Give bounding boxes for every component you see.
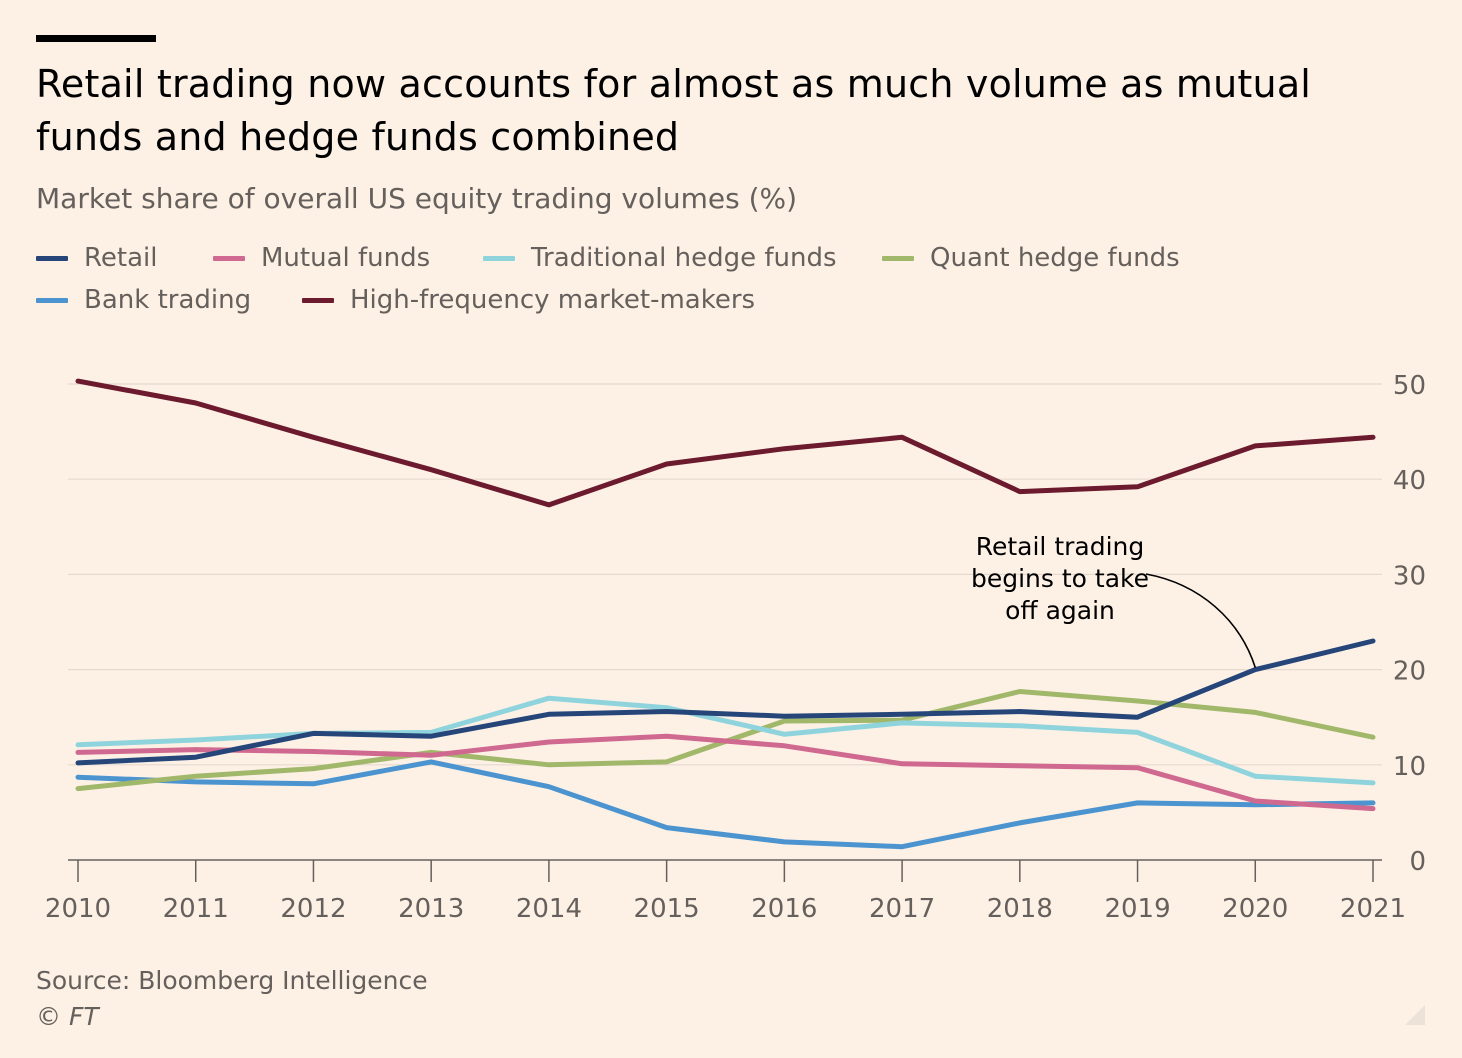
- x-tick-label: 2014: [516, 894, 582, 924]
- legend-swatch: [213, 255, 245, 261]
- legend-swatch: [36, 297, 68, 303]
- legend-label: Bank trading: [84, 285, 252, 315]
- legend-item-quant-hedge-funds: Quant hedge funds: [882, 243, 1180, 273]
- legend-item-traditional-hedge-funds: Traditional hedge funds: [483, 243, 837, 273]
- x-tick-label: 2010: [45, 894, 111, 924]
- series-line-high-frequency-market-makers: [75, 378, 1376, 508]
- legend-label: High-frequency market-makers: [350, 285, 756, 315]
- x-tick-label: 2012: [280, 894, 346, 924]
- x-tick-label: 2013: [398, 894, 464, 924]
- legend-item-bank-trading: Bank trading: [36, 285, 251, 315]
- y-tick-label: 50: [1393, 371, 1426, 401]
- x-tick-label: 2020: [1222, 894, 1288, 924]
- y-tick-label: 30: [1393, 561, 1426, 591]
- y-tick-label: 10: [1393, 752, 1426, 782]
- legend-item-mutual-funds: Mutual funds: [213, 243, 430, 273]
- y-tick-label: 0: [1409, 847, 1426, 877]
- annotation-text: off again: [1005, 596, 1115, 625]
- copyright-note: © FT: [36, 1002, 99, 1031]
- x-tick-label: 2018: [987, 894, 1053, 924]
- series-line-bank-trading: [75, 759, 1376, 850]
- legend-item-retail: Retail: [36, 243, 157, 273]
- legend-label: Quant hedge funds: [930, 243, 1180, 273]
- series-line-traditional-hedge-funds: [75, 695, 1376, 786]
- x-tick-label: 2019: [1104, 894, 1170, 924]
- y-tick-label: 40: [1393, 466, 1426, 496]
- legend-label: Retail: [84, 243, 158, 273]
- series-line-mutual-funds: [75, 733, 1376, 812]
- source-note: Source: Bloomberg Intelligence: [36, 966, 428, 995]
- annotation-arrow: [1145, 573, 1257, 668]
- x-tick-label: 2017: [869, 894, 935, 924]
- legend-swatch: [483, 255, 515, 261]
- annotation-text: begins to take: [971, 564, 1149, 593]
- annotation-text: Retail trading: [976, 532, 1145, 561]
- legend-label: Mutual funds: [261, 243, 431, 273]
- legend-item-high-frequency-market-makers: High-frequency market-makers: [302, 285, 755, 315]
- chart-title: Retail trading now accounts for almost a…: [36, 62, 1312, 159]
- legend-swatch: [882, 255, 914, 261]
- series-line-retail: [75, 638, 1376, 766]
- y-tick-label: 20: [1393, 657, 1426, 687]
- x-tick-label: 2016: [751, 894, 817, 924]
- legend-swatch: [302, 297, 334, 303]
- resize-corner-icon: [1405, 1005, 1425, 1025]
- line-chart: 0 10 20 30 40 50 2010 2011 2012 2013 2014 2015 2016 2…: [45, 371, 1426, 924]
- legend-label: Traditional hedge funds: [531, 243, 837, 273]
- ft-top-bar: [36, 35, 156, 42]
- x-tick-label: 2011: [163, 894, 229, 924]
- x-tick-label: 2021: [1340, 894, 1406, 924]
- chart-subtitle: Market share of overall US equity tradin…: [36, 182, 798, 215]
- legend-swatch: [36, 255, 68, 261]
- x-tick-label: 2015: [634, 894, 700, 924]
